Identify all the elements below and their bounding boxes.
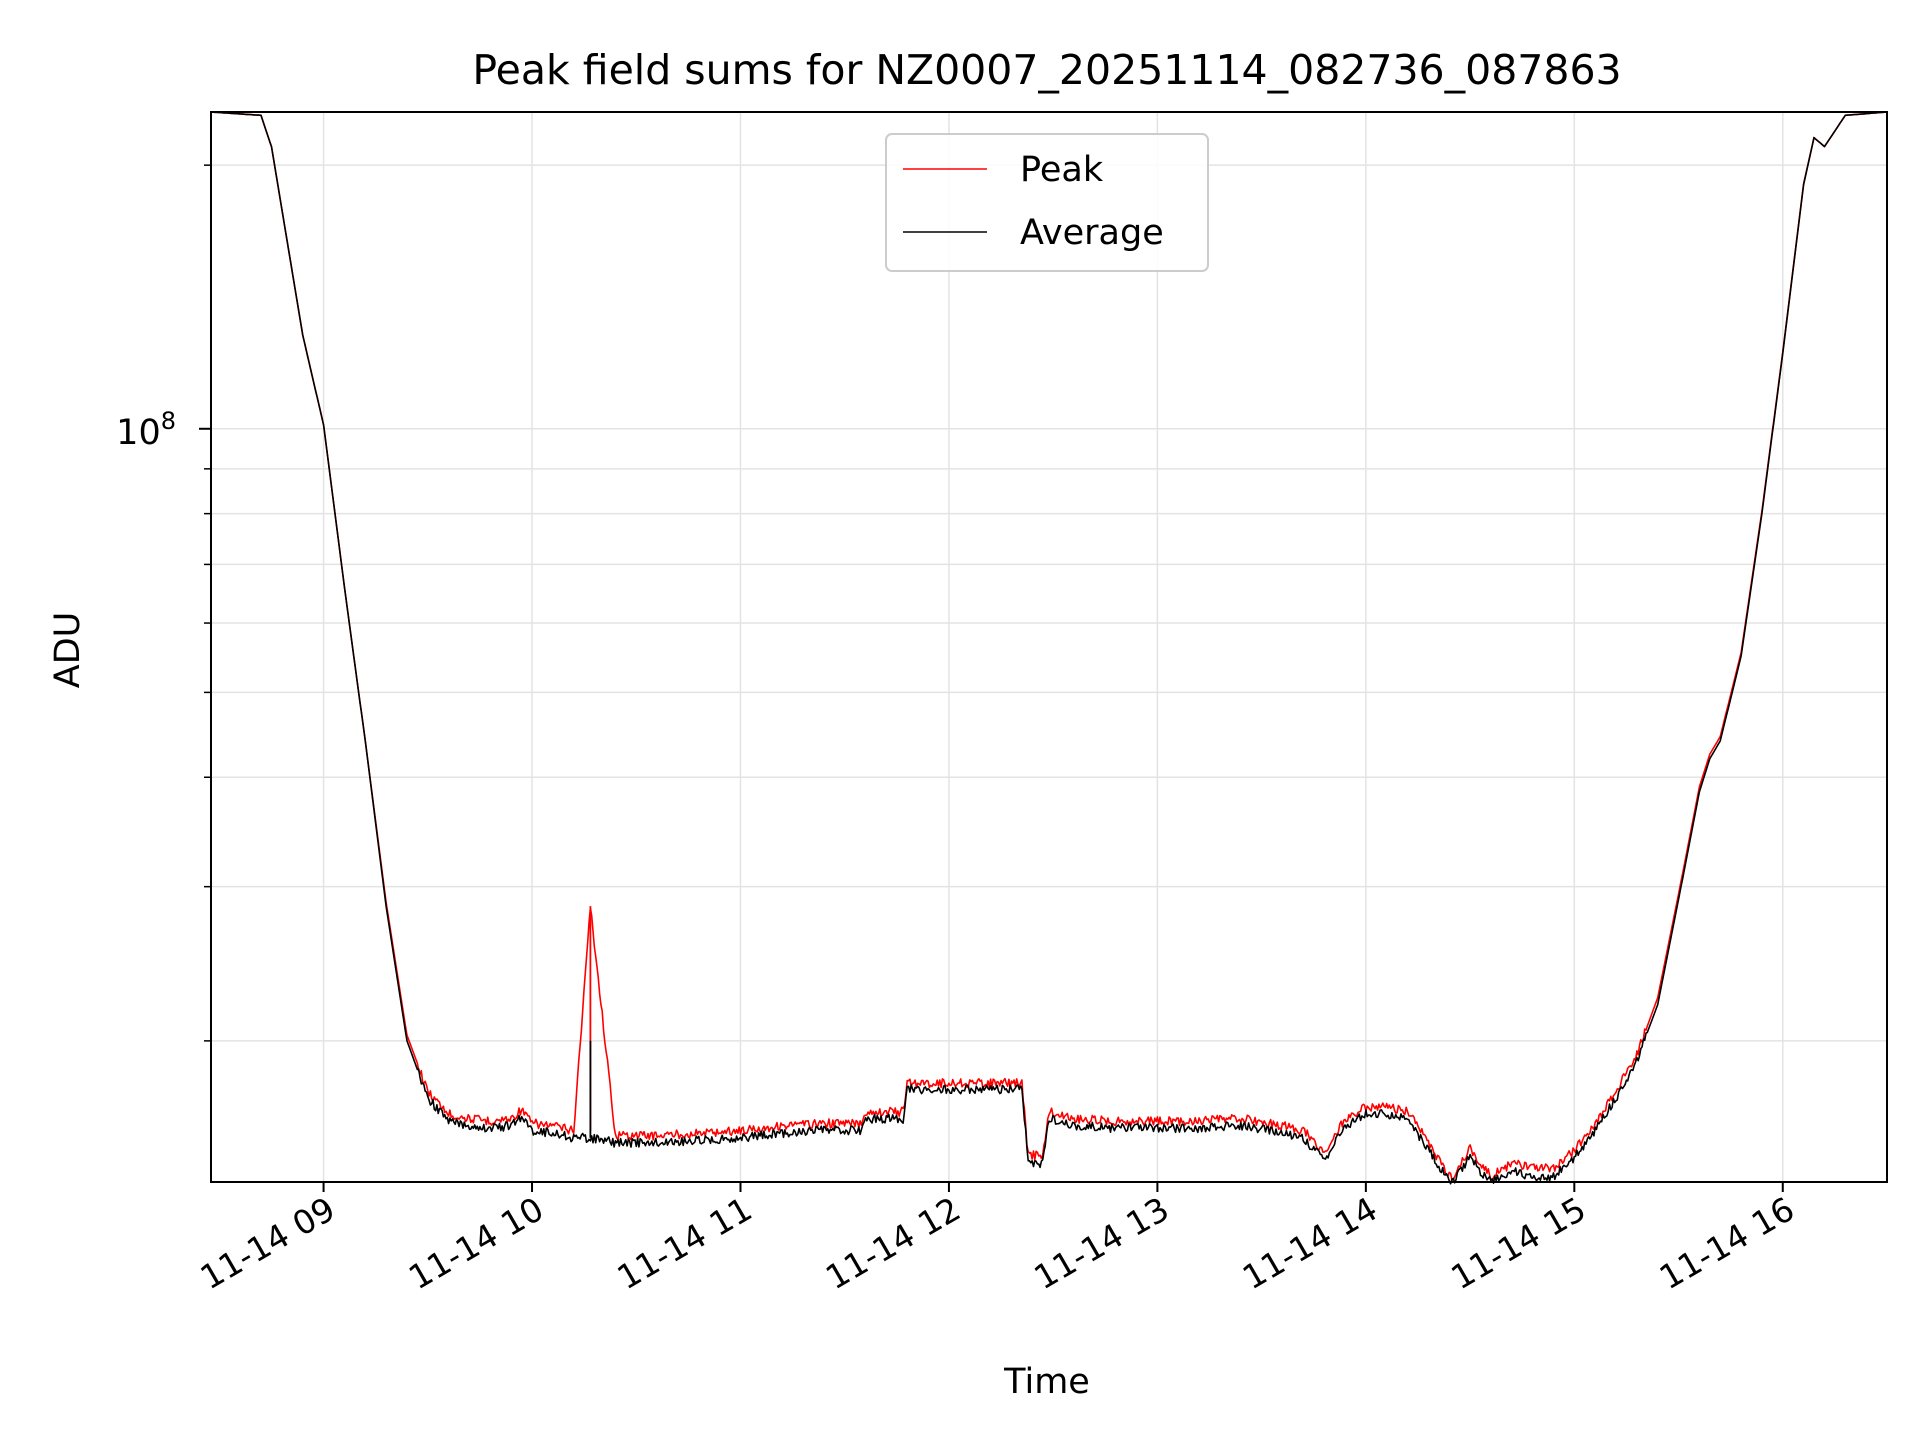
svg-text:108: 108 (116, 407, 176, 453)
grid-lines (211, 112, 1887, 1182)
series-lines (210, 111, 1888, 1185)
y-major-tick-label: 108 (116, 407, 176, 453)
series-line-peak (210, 111, 1888, 1181)
legend-label-average: Average (1020, 213, 1164, 253)
series-line-average (210, 111, 1888, 1185)
plot-frame (210, 111, 1888, 1183)
y-axis-label: ADU (48, 612, 88, 689)
chart-title: Peak field sums for NZ0007_20251114_0827… (472, 46, 1621, 94)
x-axis-label: Time (1003, 1362, 1090, 1402)
y-tick-base: 10 (116, 413, 161, 453)
legend-label-peak: Peak (1020, 150, 1104, 190)
legend: Peak Average (885, 133, 1209, 272)
y-tick-exponent: 8 (161, 407, 176, 435)
